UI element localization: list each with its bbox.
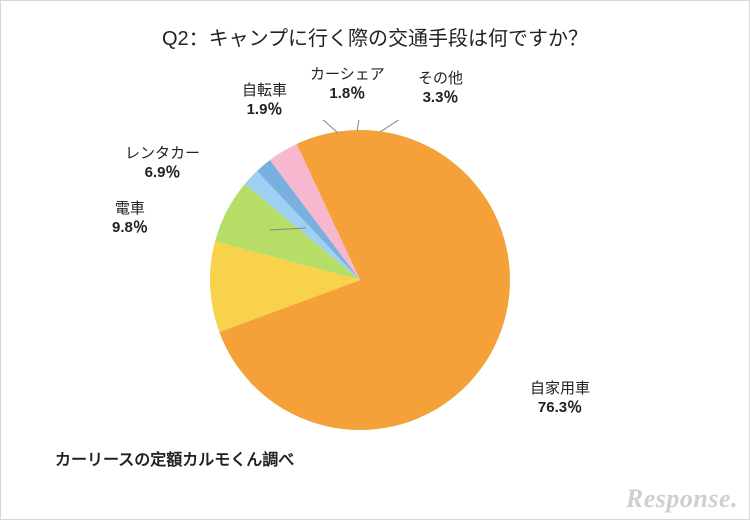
- slice-label: カーシェア1.8％: [310, 66, 385, 104]
- slice-label-value: 1.9％: [242, 101, 287, 120]
- leader-line: [380, 120, 420, 132]
- slice-label-name: 自転車: [242, 82, 287, 101]
- slice-label: 自家用車76.3％: [530, 380, 590, 418]
- slice-label-value: 1.8％: [310, 85, 385, 104]
- slice-label-value: 76.3％: [530, 399, 590, 418]
- leader-line: [357, 120, 362, 131]
- slice-label-value: 6.9％: [125, 164, 200, 183]
- slice-label-name: 電車: [112, 200, 148, 219]
- slice-label-value: 3.3％: [418, 89, 463, 108]
- pie-chart: [200, 120, 520, 440]
- watermark: Response.: [626, 484, 738, 514]
- slice-label-name: レンタカー: [125, 145, 200, 164]
- slice-label-name: その他: [418, 70, 463, 89]
- slice-label: その他3.3％: [418, 70, 463, 108]
- slice-label-name: 自家用車: [530, 380, 590, 399]
- slice-label-value: 9.8％: [112, 219, 148, 238]
- source-footer: カーリースの定額カルモくん調べ: [55, 446, 294, 470]
- slice-label: 電車9.8％: [112, 200, 148, 238]
- slice-label: 自転車1.9％: [242, 82, 287, 120]
- slice-label: レンタカー6.9％: [125, 145, 200, 183]
- chart-title: Q2：キャンプに行く際の交通手段は何ですか？: [0, 22, 750, 51]
- leader-line: [321, 120, 338, 133]
- slice-label-name: カーシェア: [310, 66, 385, 85]
